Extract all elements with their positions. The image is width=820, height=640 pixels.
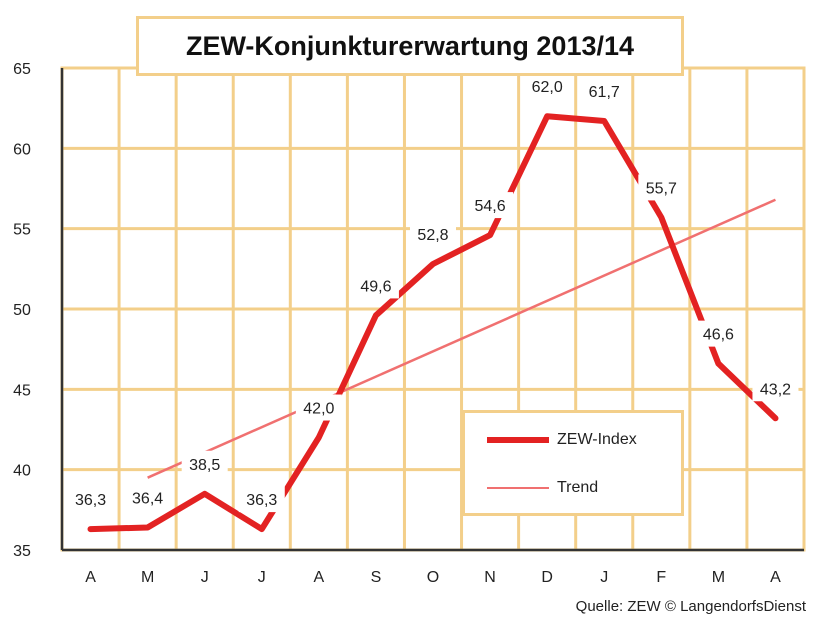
data-label: 42,0 bbox=[295, 394, 342, 421]
x-tick-label: J bbox=[258, 569, 266, 586]
chart-title: ZEW-Konjunkturerwartung 2013/14 bbox=[185, 30, 635, 61]
y-tick-label: 50 bbox=[13, 302, 31, 319]
data-label-text: 36,3 bbox=[75, 492, 106, 509]
data-label-text: 55,7 bbox=[646, 180, 677, 197]
data-label: 54,6 bbox=[467, 192, 514, 219]
data-label-text: 36,3 bbox=[246, 492, 277, 509]
y-axis-ticks: 35 40 45 50 55 60 65 bbox=[13, 61, 31, 560]
legend-item-trend: Trend bbox=[487, 479, 598, 497]
data-label-background bbox=[581, 78, 628, 105]
legend-label-trend: Trend bbox=[557, 479, 599, 496]
x-tick-label: M bbox=[141, 569, 154, 586]
data-labels: 36,3 36,4 38,5 36,3 42,0 49,6 52,8 54,6 62,0 61,7… bbox=[67, 73, 799, 513]
source-note: Quelle: ZEW © LangendorfsDienst bbox=[575, 598, 806, 615]
data-label-background bbox=[238, 486, 285, 513]
data-label-background bbox=[67, 486, 114, 513]
y-tick-label: 60 bbox=[13, 141, 31, 158]
chart-grid bbox=[60, 66, 806, 552]
data-label-text: 43,2 bbox=[760, 381, 791, 398]
data-label: 36,3 bbox=[67, 486, 114, 513]
data-label: 38,5 bbox=[181, 450, 228, 477]
x-tick-label: A bbox=[314, 569, 325, 586]
data-label: 49,6 bbox=[352, 272, 399, 299]
x-tick-label: M bbox=[712, 569, 725, 586]
legend: ZEW-Index Trend bbox=[462, 410, 684, 516]
data-label: 52,8 bbox=[410, 221, 456, 248]
data-label: 36,4 bbox=[124, 484, 171, 511]
x-tick-label: O bbox=[427, 569, 439, 586]
data-label-text: 38,5 bbox=[189, 457, 220, 474]
data-label-text: 49,6 bbox=[360, 278, 391, 295]
data-label-background bbox=[695, 320, 742, 347]
y-tick-label: 35 bbox=[13, 543, 31, 560]
chart-title-box: ZEW-Konjunkturerwartung 2013/14 bbox=[136, 16, 684, 76]
y-tick-label: 65 bbox=[13, 61, 31, 78]
data-label-text: 61,7 bbox=[589, 84, 620, 101]
x-tick-label: J bbox=[600, 569, 608, 586]
legend-label-zew-index: ZEW-Index bbox=[557, 431, 637, 448]
data-label-text: 52,8 bbox=[417, 227, 448, 244]
data-label-background bbox=[638, 174, 685, 201]
legend-swatch-trend bbox=[487, 487, 549, 489]
data-label: 61,7 bbox=[581, 78, 628, 105]
x-tick-label: A bbox=[770, 569, 781, 586]
data-label-background bbox=[752, 375, 799, 402]
legend-item-zew-index: ZEW-Index bbox=[487, 431, 637, 449]
data-label: 46,6 bbox=[695, 320, 742, 347]
data-label-text: 42,0 bbox=[303, 401, 334, 418]
x-tick-label: A bbox=[85, 569, 96, 586]
data-label-background bbox=[352, 272, 399, 299]
x-tick-label: N bbox=[484, 569, 496, 586]
data-label: 62,0 bbox=[524, 73, 571, 100]
zew-index-series bbox=[87, 113, 779, 533]
data-label-text: 46,6 bbox=[703, 327, 734, 344]
data-label: 36,3 bbox=[238, 486, 285, 513]
data-label-text: 54,6 bbox=[475, 198, 506, 215]
data-label-background bbox=[181, 450, 228, 477]
data-label: 43,2 bbox=[752, 375, 799, 402]
x-tick-label: F bbox=[656, 569, 666, 586]
y-tick-label: 40 bbox=[13, 463, 31, 480]
data-label-text: 62,0 bbox=[532, 79, 563, 96]
data-label-text: 36,4 bbox=[132, 491, 163, 508]
x-tick-label: S bbox=[371, 569, 382, 586]
data-label-background bbox=[467, 192, 514, 219]
x-tick-label: J bbox=[201, 569, 209, 586]
data-label-background bbox=[124, 484, 171, 511]
data-label-background bbox=[295, 394, 342, 421]
x-tick-label: D bbox=[541, 569, 553, 586]
y-tick-label: 55 bbox=[13, 222, 31, 239]
data-label: 55,7 bbox=[638, 174, 685, 201]
zew-index-line bbox=[87, 113, 779, 533]
data-label-background bbox=[524, 73, 571, 100]
data-label-background bbox=[410, 221, 456, 248]
legend-swatch-zew-index bbox=[487, 437, 549, 443]
y-tick-label: 45 bbox=[13, 382, 31, 399]
